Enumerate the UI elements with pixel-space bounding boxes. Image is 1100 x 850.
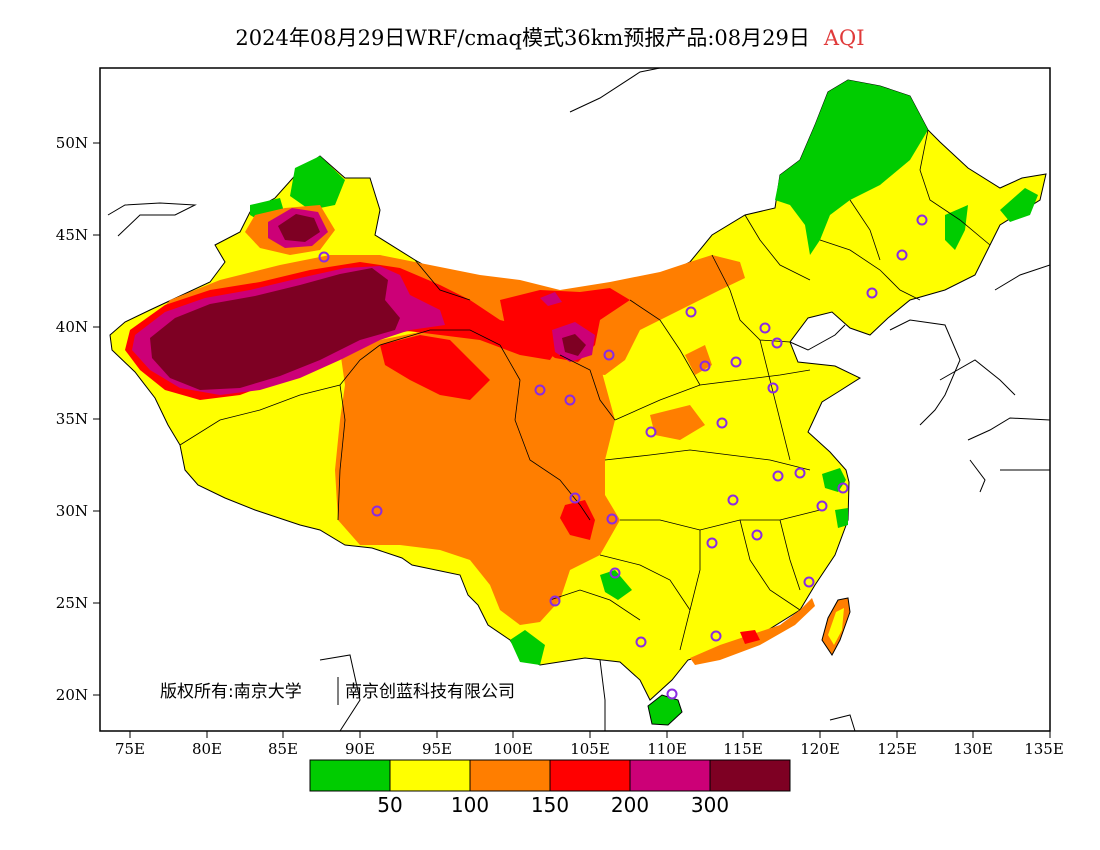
aqi-region-taiwan-inner	[828, 608, 844, 645]
legend-swatch-4	[549, 759, 631, 792]
title-variable: AQI	[823, 26, 865, 50]
aqi-region-green-xinjiang-n	[290, 156, 345, 210]
lat-label-25n: 25N	[56, 594, 88, 612]
legend-label-100: 100	[451, 793, 489, 817]
aqi-region-orange-patch2	[685, 345, 712, 375]
aqi-region-red-qinghai	[380, 335, 490, 400]
legend-label-300: 300	[691, 793, 729, 817]
aqi-region-maroon-ningxia	[562, 334, 586, 356]
map-title: 2024年08月29日WRF/cmaq模式36km预报产品:08月29日 AQI	[0, 22, 1100, 52]
aqi-region-red-gansu	[500, 288, 630, 362]
lat-label-20n: 20N	[56, 686, 88, 704]
title-main: 2024年08月29日WRF/cmaq模式36km预报产品:08月29日	[235, 26, 810, 50]
aqi-region-green-fujian	[835, 508, 848, 528]
copyright-part1: 版权所有:南京大学	[160, 682, 302, 702]
legend-swatch-3	[469, 759, 551, 792]
lon-label-90e: 90E	[345, 740, 375, 758]
lat-label-30n: 30N	[56, 502, 88, 520]
legend-swatch-2	[389, 759, 471, 792]
lon-label-105e: 105E	[570, 740, 610, 758]
aqi-region-green-guangxi	[600, 570, 632, 600]
aqi-region-green-northeast	[775, 80, 928, 255]
aqi-region-maroon-dzungaria	[278, 214, 320, 242]
lon-label-130e: 130E	[953, 740, 993, 758]
copyright-part2: 南京创蓝科技有限公司	[345, 682, 515, 702]
copyright-note: 版权所有:南京大学 南京创蓝科技有限公司	[160, 677, 515, 705]
aqi-region-green-shanghai	[822, 468, 846, 492]
lon-label-75e: 75E	[115, 740, 145, 758]
lon-axis: 75E 80E 85E 90E 95E 100E 105E 110E 115E …	[115, 731, 1064, 758]
lon-label-110e: 110E	[647, 740, 687, 758]
legend-label-150: 150	[531, 793, 569, 817]
aqi-region-green-east	[945, 205, 968, 250]
aqi-legend: 50 100 150 200 300	[309, 759, 791, 817]
lon-label-115e: 115E	[723, 740, 763, 758]
lon-label-125e: 125E	[877, 740, 917, 758]
lat-label-45n: 45N	[56, 226, 88, 244]
lon-label-120e: 120E	[800, 740, 840, 758]
legend-swatch-5	[629, 759, 711, 792]
aqi-region-green-east2	[1000, 188, 1038, 222]
map-frame	[99, 67, 1051, 732]
aqi-region-hainan	[647, 694, 683, 726]
lon-label-95e: 95E	[422, 740, 452, 758]
aqi-region-red-sichuan	[560, 500, 595, 540]
province-boundaries	[179, 129, 991, 651]
lon-label-85e: 85E	[268, 740, 298, 758]
lon-label-80e: 80E	[192, 740, 222, 758]
legend-label-200: 200	[611, 793, 649, 817]
lat-axis: 20N 25N 30N 35N 40N 45N 50N	[56, 134, 100, 704]
station-markers	[318, 214, 928, 700]
aqi-region-red-guangdong	[740, 630, 760, 644]
map-content	[107, 68, 1050, 731]
aqi-region-orange-patch1	[650, 405, 705, 440]
legend-swatch-1	[309, 759, 391, 792]
aqi-region-maroon-taklimakan	[150, 268, 400, 390]
aqi-region-magenta-gansu	[540, 292, 562, 306]
neighbour-lines	[107, 68, 1050, 731]
aqi-region-orange-gd-coast	[690, 598, 815, 665]
lat-label-35n: 35N	[56, 410, 88, 428]
lat-label-40n: 40N	[56, 318, 88, 336]
legend-label-50: 50	[377, 793, 402, 817]
lat-label-50n: 50N	[56, 134, 88, 152]
legend-swatch-6	[709, 759, 791, 792]
lon-label-135e: 135E	[1024, 740, 1064, 758]
aqi-region-green-yunnan	[510, 630, 545, 665]
lon-label-100e: 100E	[493, 740, 533, 758]
aqi-region-orange-tibet	[335, 330, 620, 625]
